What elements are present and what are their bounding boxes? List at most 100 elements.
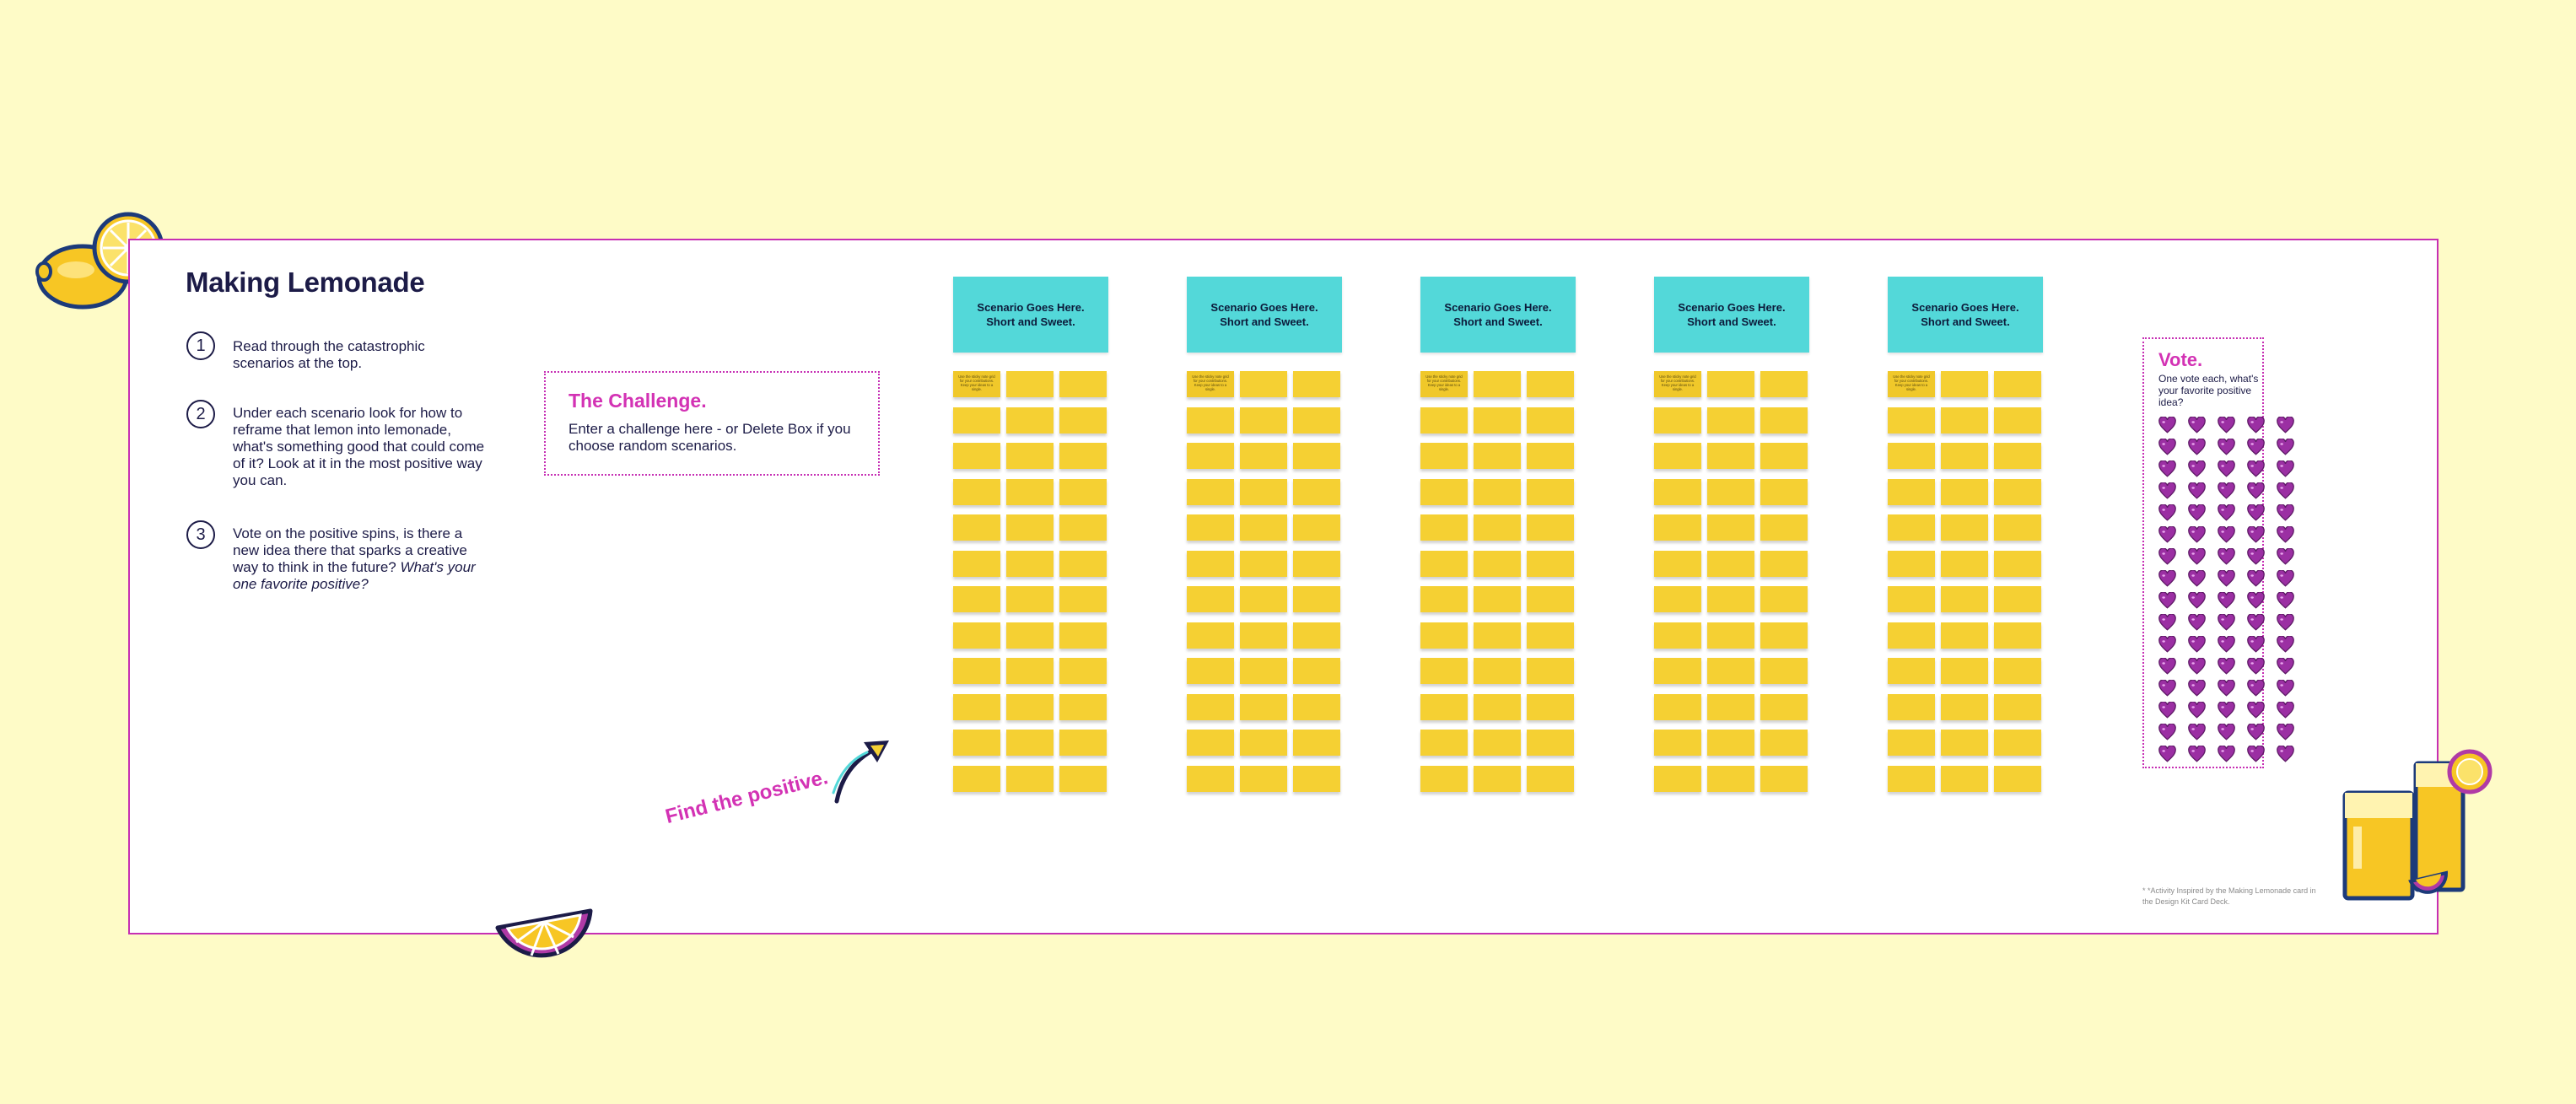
heart-icon[interactable]	[2158, 417, 2176, 434]
sticky-note[interactable]	[1420, 514, 1468, 541]
sticky-note[interactable]	[1654, 765, 1701, 792]
sticky-note[interactable]	[1006, 765, 1054, 792]
sticky-note[interactable]: Use the sticky note grid for your contri…	[1187, 371, 1234, 397]
heart-icon[interactable]	[2277, 724, 2294, 740]
sticky-note[interactable]	[1293, 586, 1340, 612]
sticky-note[interactable]	[1293, 693, 1340, 720]
sticky-note[interactable]	[1707, 371, 1754, 397]
sticky-note[interactable]: Use the sticky note grid for your contri…	[1654, 371, 1701, 397]
heart-icon[interactable]	[2277, 658, 2294, 675]
heart-icon[interactable]	[2247, 724, 2265, 740]
sticky-note[interactable]	[1888, 514, 1935, 541]
sticky-note[interactable]	[1059, 622, 1107, 649]
heart-icon[interactable]	[2247, 636, 2265, 653]
sticky-note[interactable]	[1187, 622, 1234, 649]
sticky-note[interactable]	[1654, 478, 1701, 505]
heart-icon[interactable]	[2218, 526, 2235, 543]
sticky-note[interactable]	[1527, 443, 1574, 469]
sticky-note[interactable]	[1994, 371, 2041, 397]
sticky-note[interactable]	[1293, 514, 1340, 541]
sticky-note[interactable]	[1420, 730, 1468, 756]
sticky-note[interactable]	[1654, 622, 1701, 649]
heart-icon[interactable]	[2188, 482, 2206, 499]
heart-icon[interactable]	[2188, 680, 2206, 697]
heart-icon[interactable]	[2218, 460, 2235, 477]
sticky-note[interactable]	[1994, 514, 2041, 541]
heart-icon[interactable]	[2247, 482, 2265, 499]
sticky-note[interactable]	[1240, 622, 1287, 649]
sticky-note[interactable]	[1006, 407, 1054, 434]
sticky-note[interactable]	[1888, 693, 1935, 720]
heart-icon[interactable]	[2158, 460, 2176, 477]
heart-icon[interactable]	[2158, 482, 2176, 499]
heart-icon[interactable]	[2277, 526, 2294, 543]
sticky-note[interactable]	[1888, 622, 1935, 649]
sticky-note[interactable]	[1654, 550, 1701, 577]
sticky-note[interactable]	[953, 478, 1000, 505]
heart-icon[interactable]	[2218, 417, 2235, 434]
sticky-note[interactable]	[953, 514, 1000, 541]
sticky-note[interactable]	[1707, 407, 1754, 434]
heart-icon[interactable]	[2158, 614, 2176, 631]
sticky-note[interactable]	[1474, 622, 1521, 649]
sticky-note[interactable]	[1941, 443, 1988, 469]
sticky-note[interactable]	[1240, 586, 1287, 612]
sticky-note[interactable]	[1941, 514, 1988, 541]
sticky-note[interactable]	[1240, 478, 1287, 505]
heart-icon[interactable]	[2218, 482, 2235, 499]
sticky-note[interactable]	[953, 730, 1000, 756]
sticky-note[interactable]	[1941, 586, 1988, 612]
sticky-note[interactable]	[1420, 586, 1468, 612]
sticky-note[interactable]	[1527, 371, 1574, 397]
sticky-note[interactable]	[1420, 622, 1468, 649]
sticky-note[interactable]	[1994, 693, 2041, 720]
heart-icon[interactable]	[2218, 570, 2235, 587]
heart-icon[interactable]	[2188, 526, 2206, 543]
scenario-card[interactable]: Scenario Goes Here. Short and Sweet.	[1420, 277, 1576, 353]
heart-icon[interactable]	[2158, 504, 2176, 521]
heart-icon[interactable]	[2218, 548, 2235, 565]
sticky-note[interactable]	[1240, 730, 1287, 756]
sticky-note[interactable]	[1707, 514, 1754, 541]
heart-icon[interactable]	[2158, 636, 2176, 653]
sticky-note[interactable]	[1527, 765, 1574, 792]
heart-icon[interactable]	[2277, 592, 2294, 609]
heart-icon[interactable]	[2218, 680, 2235, 697]
sticky-note[interactable]	[1474, 407, 1521, 434]
sticky-note[interactable]	[953, 407, 1000, 434]
heart-icon[interactable]	[2277, 702, 2294, 719]
sticky-note[interactable]	[1420, 478, 1468, 505]
sticky-note[interactable]	[1760, 765, 1808, 792]
heart-icon[interactable]	[2277, 417, 2294, 434]
sticky-note[interactable]	[1293, 730, 1340, 756]
sticky-note[interactable]	[1240, 407, 1287, 434]
sticky-note[interactable]	[1527, 550, 1574, 577]
heart-icon[interactable]	[2247, 439, 2265, 455]
heart-icon[interactable]	[2158, 548, 2176, 565]
sticky-note[interactable]	[1888, 407, 1935, 434]
sticky-note[interactable]	[1187, 586, 1234, 612]
heart-icon[interactable]	[2277, 548, 2294, 565]
sticky-note[interactable]	[1654, 693, 1701, 720]
sticky-note[interactable]	[1006, 371, 1054, 397]
sticky-note[interactable]	[953, 622, 1000, 649]
sticky-note[interactable]	[1240, 371, 1287, 397]
sticky-note[interactable]	[1707, 478, 1754, 505]
sticky-note[interactable]	[1707, 550, 1754, 577]
sticky-note[interactable]	[1293, 765, 1340, 792]
sticky-note[interactable]	[1994, 407, 2041, 434]
sticky-note[interactable]	[1059, 730, 1107, 756]
sticky-note[interactable]	[1240, 765, 1287, 792]
sticky-note[interactable]	[1059, 371, 1107, 397]
sticky-note[interactable]	[1006, 550, 1054, 577]
heart-icon[interactable]	[2277, 746, 2294, 762]
sticky-note[interactable]: Use the sticky note grid for your contri…	[953, 371, 1000, 397]
sticky-note[interactable]	[1654, 443, 1701, 469]
sticky-note[interactable]	[1941, 478, 1988, 505]
heart-icon[interactable]	[2247, 746, 2265, 762]
sticky-note[interactable]	[1707, 586, 1754, 612]
heart-icon[interactable]	[2188, 702, 2206, 719]
heart-icon[interactable]	[2188, 746, 2206, 762]
sticky-note[interactable]	[1420, 693, 1468, 720]
sticky-note[interactable]	[1006, 514, 1054, 541]
